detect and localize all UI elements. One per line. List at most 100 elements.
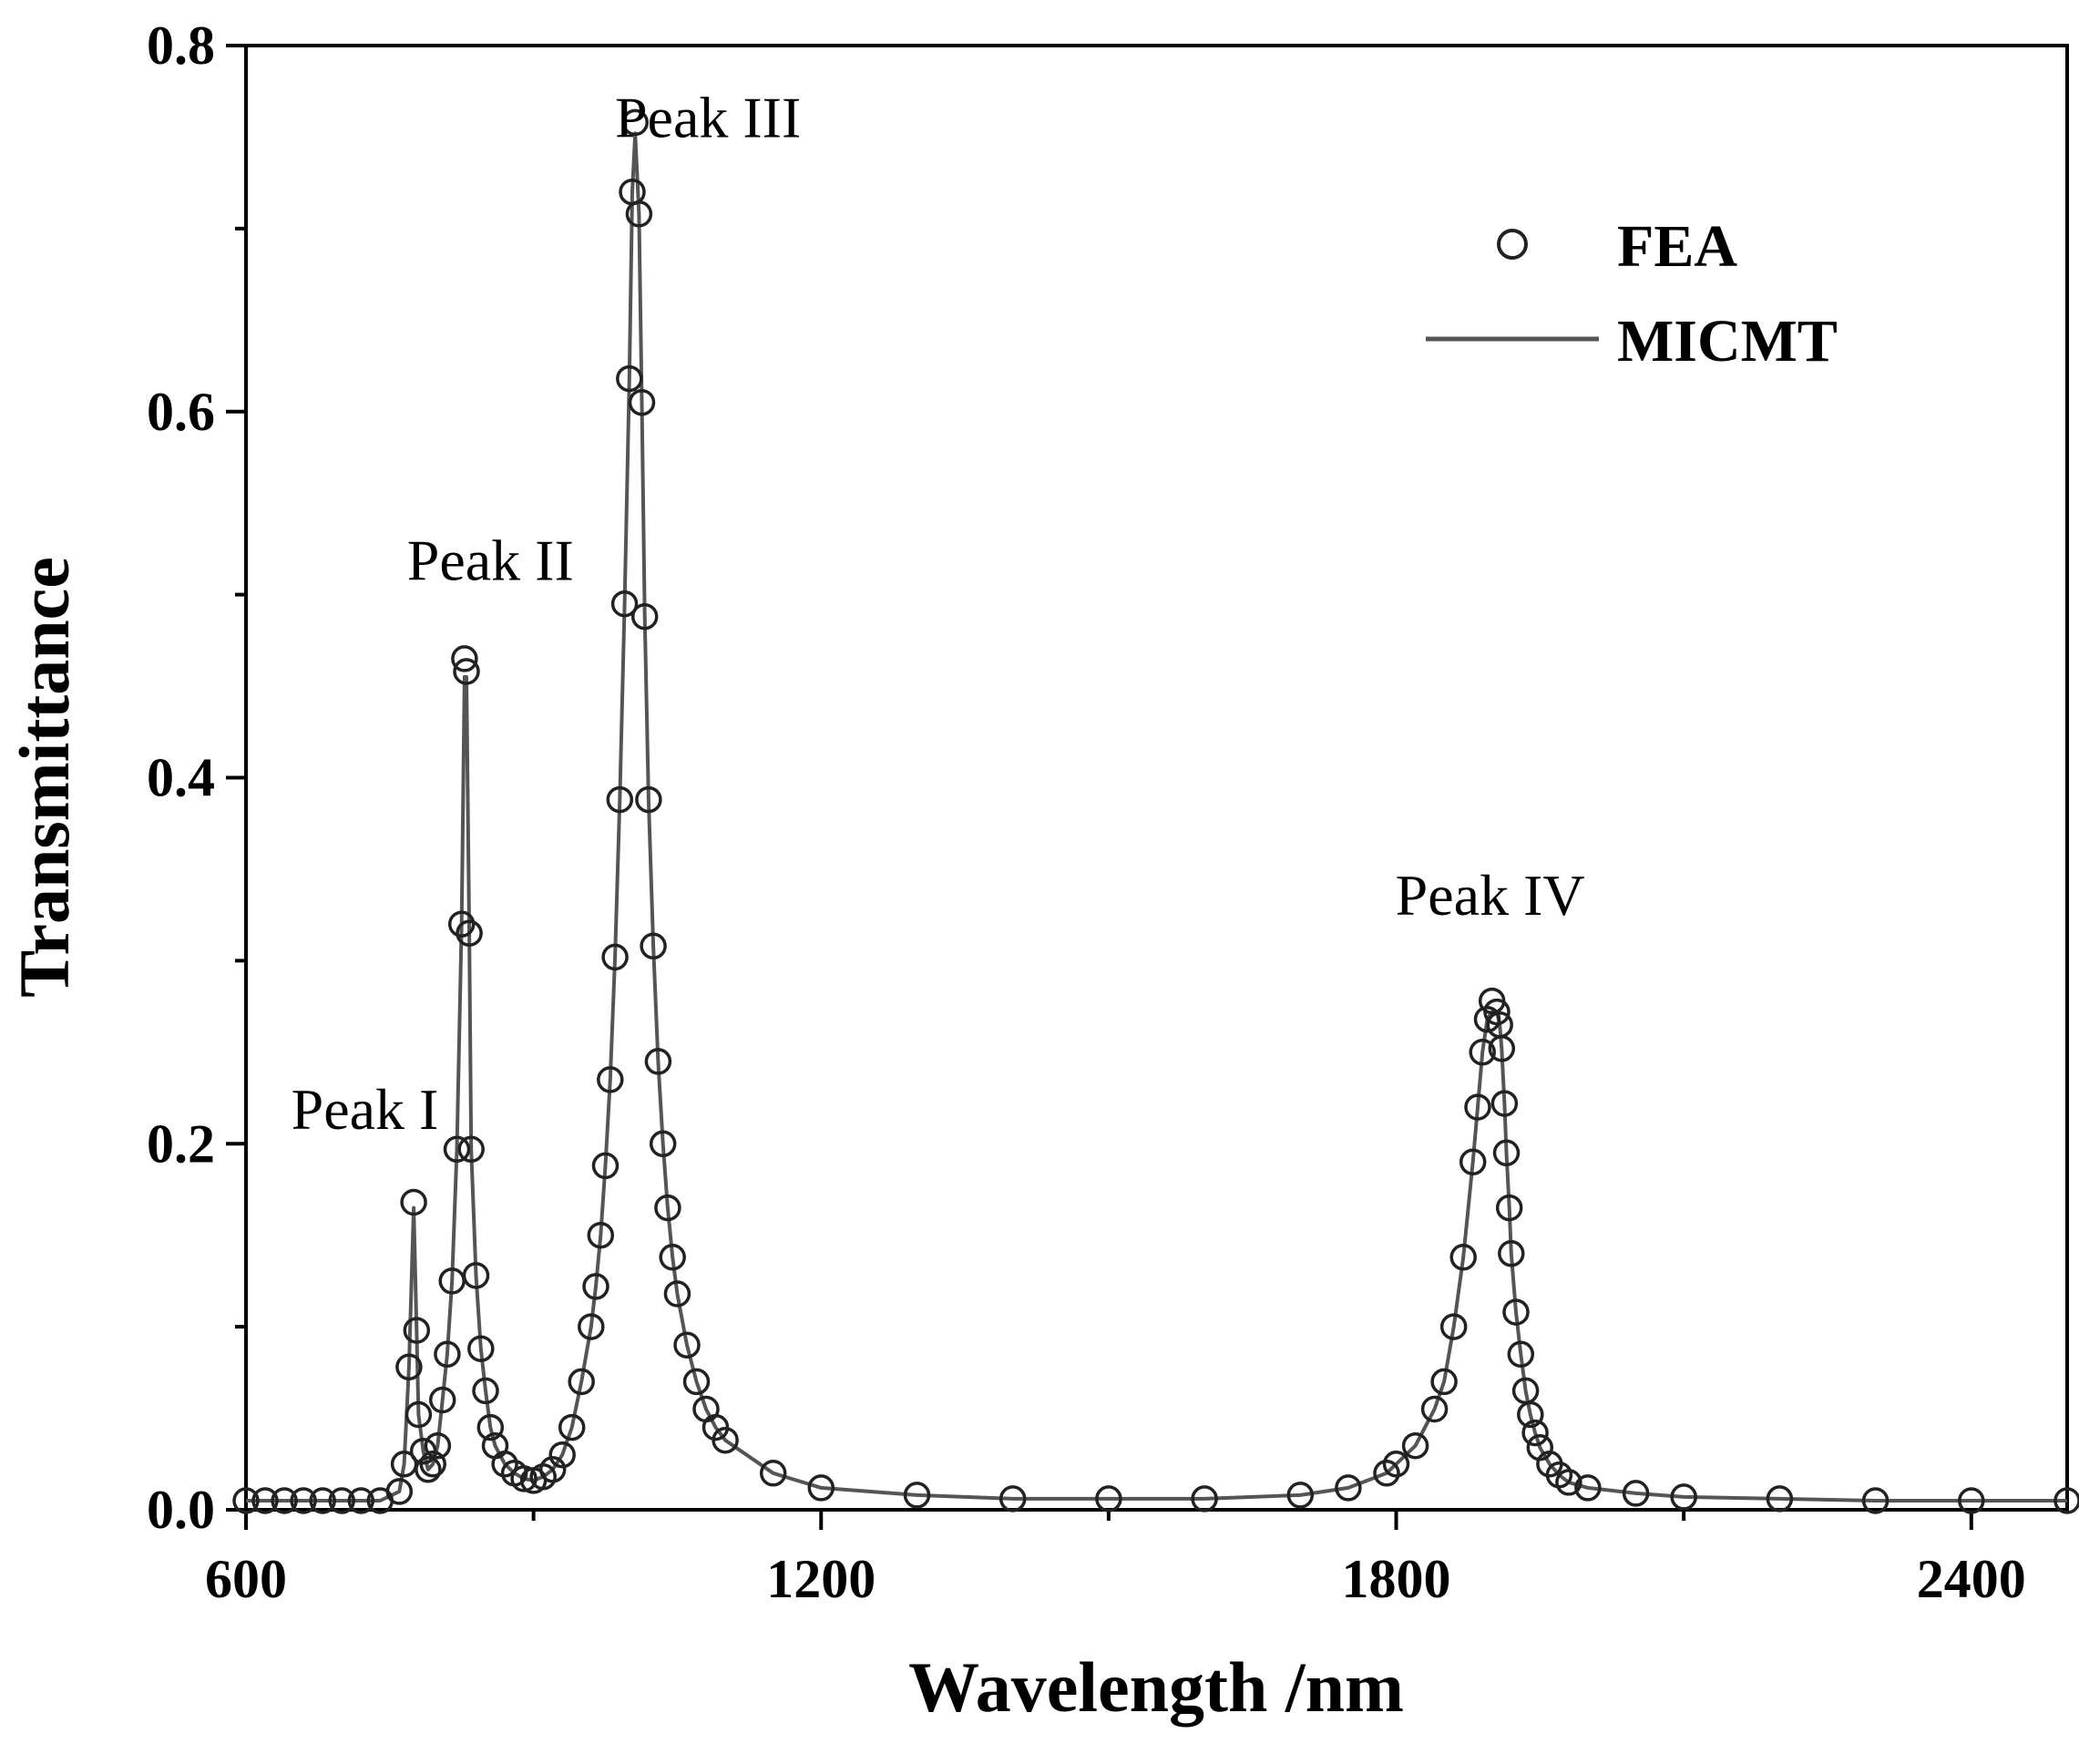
fea-point [1095, 1485, 1122, 1513]
fea-point [568, 1368, 595, 1396]
fea-point [1469, 1039, 1496, 1066]
fea-point [1861, 1487, 1890, 1514]
fea-point [1498, 1240, 1525, 1267]
fea-point [472, 1377, 499, 1405]
fea-point [1502, 1298, 1530, 1326]
axis-ticks: 600 1200 1800 2400 0.0 0.2 0.4 0.6 0.8 [147, 15, 2026, 1609]
fea-point [271, 1487, 298, 1514]
fea-point [1622, 1480, 1650, 1507]
legend: FEA MICMT [1426, 213, 1838, 374]
fea-point [403, 1317, 431, 1344]
fea-point [510, 1465, 538, 1492]
fea-point [673, 1331, 701, 1359]
fea-point [347, 1487, 375, 1514]
fea-point [457, 1135, 485, 1164]
fea-point [1958, 1487, 1985, 1514]
plot-frame [244, 44, 2069, 1512]
fea-point [2053, 1487, 2079, 1514]
fea-point [419, 1451, 446, 1478]
fea-point [649, 1130, 677, 1158]
peak-label: Peak IV [1396, 863, 1585, 928]
x-tick-label: 2400 [1917, 1549, 2026, 1609]
fea-point [1483, 998, 1511, 1026]
fea-point [628, 388, 656, 416]
fea-point [385, 1478, 414, 1505]
fea-point [1490, 1090, 1519, 1117]
fea-point [491, 1451, 518, 1478]
legend-fea-label: FEA [1617, 213, 1737, 280]
fea-point [654, 1194, 681, 1222]
fea-point [290, 1487, 317, 1514]
fea-point [232, 1487, 260, 1514]
y-axis-title: Transmittance [5, 557, 84, 998]
fea-point [582, 1273, 609, 1300]
fea-point [1464, 1093, 1491, 1121]
fea-point [635, 785, 662, 814]
peak-label: Peak III [615, 85, 801, 149]
fea-point [476, 1413, 505, 1441]
fea-point [659, 1244, 686, 1271]
fea-point [434, 1340, 461, 1369]
fea-point [712, 1426, 739, 1454]
x-tick-label: 1200 [766, 1549, 876, 1609]
peak-label: Peak I [292, 1077, 439, 1142]
fea-point [663, 1280, 691, 1308]
fea-point [1517, 1400, 1544, 1429]
fea-point [1459, 1148, 1487, 1176]
fea-point [447, 910, 476, 938]
y-tick-label: 0.0 [147, 1480, 215, 1540]
y-tick-label: 0.6 [147, 382, 215, 442]
fea-point [1488, 1035, 1516, 1062]
fea-point [1555, 1469, 1582, 1496]
fea-point [1521, 1419, 1549, 1447]
fea-point [443, 1135, 471, 1164]
fea-point [630, 602, 659, 631]
micmt-line [246, 131, 2067, 1502]
fea-point [462, 1262, 490, 1289]
fea-point [1382, 1451, 1410, 1478]
fea-point [1495, 1194, 1523, 1222]
fea-point [621, 108, 649, 137]
fea-point [807, 1474, 835, 1502]
fea-point [405, 1400, 433, 1429]
fea-point [1574, 1474, 1602, 1502]
fea-point [644, 1048, 672, 1075]
fea-point [759, 1460, 787, 1487]
fea-point [578, 1313, 605, 1340]
fea-point [415, 1456, 442, 1483]
y-tick-label: 0.8 [147, 15, 215, 76]
fea-point [1430, 1368, 1458, 1396]
fea-point [1766, 1485, 1794, 1513]
fea-point [400, 1188, 427, 1216]
y-tick-label: 0.2 [147, 1113, 215, 1174]
x-tick-label: 1800 [1342, 1549, 1451, 1609]
fea-point [1492, 1139, 1521, 1167]
fea-point [625, 200, 653, 228]
fea-point [251, 1487, 279, 1514]
fea-point [467, 1335, 495, 1362]
fea-point [1449, 1244, 1477, 1271]
fea-point [1439, 1313, 1468, 1340]
fea-point [328, 1487, 355, 1514]
x-axis-title: Wavelength /nm [908, 1647, 1404, 1727]
peak-label: Peak II [407, 528, 574, 593]
fea-point [1286, 1482, 1315, 1509]
fea-point [610, 590, 639, 618]
fea-point [395, 1353, 423, 1381]
fea-point [424, 1431, 452, 1460]
fea-point [1401, 1431, 1429, 1460]
fea-point [453, 658, 480, 685]
fea-point [1420, 1395, 1449, 1423]
y-tick-label: 0.4 [147, 748, 215, 808]
x-tick-label: 600 [205, 1549, 287, 1609]
fea-point [538, 1456, 567, 1483]
fea-point [456, 919, 483, 947]
fea-point [451, 645, 478, 672]
fea-point [1191, 1485, 1218, 1513]
legend-fea-marker [1497, 229, 1528, 260]
fea-point [616, 364, 643, 393]
fea-point [1670, 1483, 1697, 1511]
fea-point [999, 1485, 1027, 1513]
fea-point [682, 1368, 711, 1396]
